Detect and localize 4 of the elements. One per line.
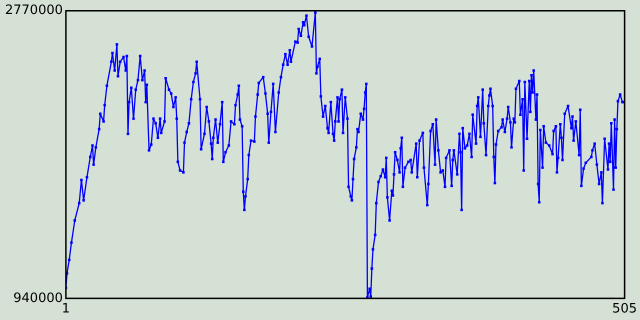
y-tick-label: 940000	[13, 290, 63, 306]
x-tick-label: 505	[612, 302, 638, 317]
y-tick-label: 2770000	[4, 3, 63, 18]
x-tick-label: 1	[62, 302, 70, 317]
